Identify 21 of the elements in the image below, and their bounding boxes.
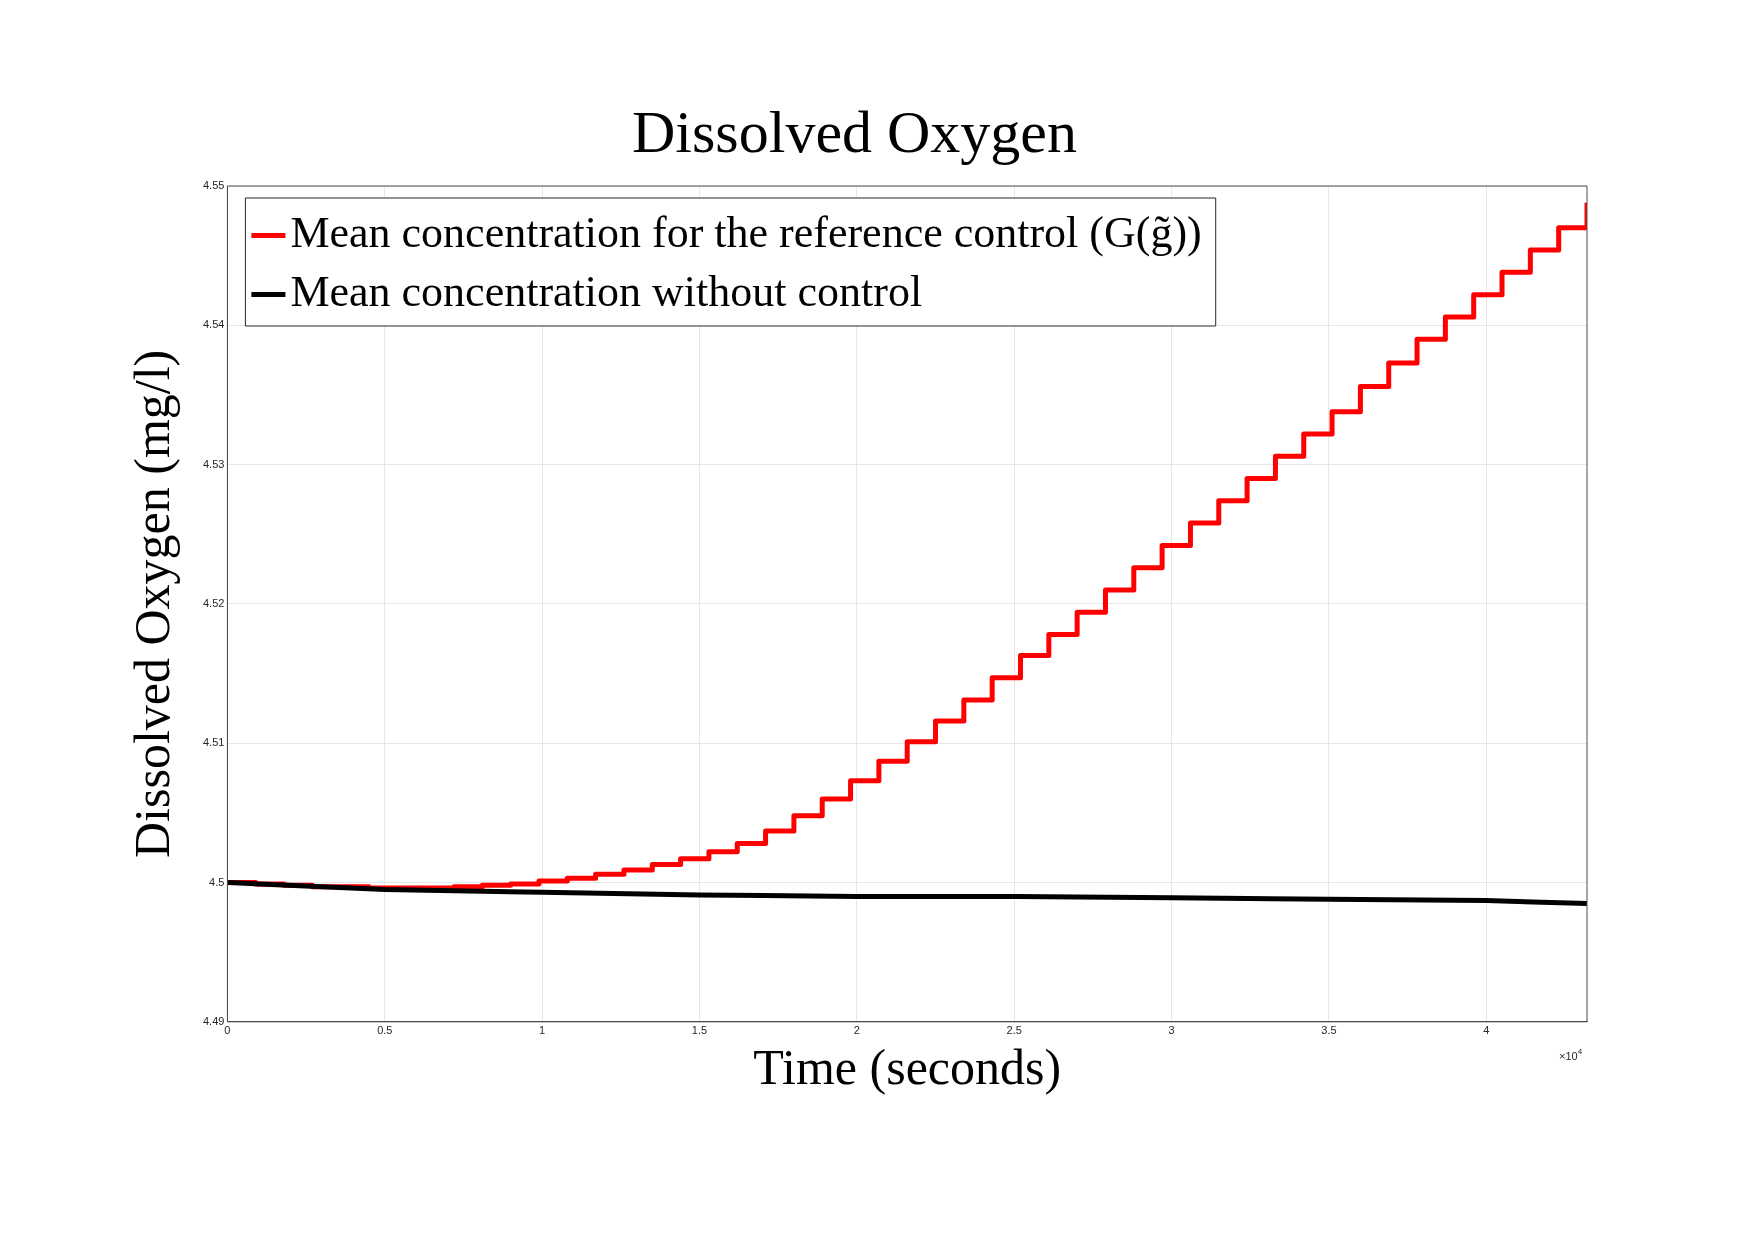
x-tick-label: 0.5 [377,1024,393,1037]
x-tick-label: 2.5 [1006,1024,1022,1037]
x-tick-label: 0 [224,1024,231,1037]
legend-label: Mean concentration for the reference control (G(g̃)) [290,208,1202,258]
y-tick-label: 4.51 [202,736,225,749]
x-tick-label: 4 [1483,1024,1490,1037]
x-tick-label: 3 [1168,1024,1175,1037]
y-tick-label: 4.5 [209,875,225,888]
x-axis-title: Time (seconds) [753,1039,1062,1096]
y-tick-label: 4.52 [202,596,225,609]
legend-label: Mean concentration without control [290,267,923,317]
chart-title: Dissolved Oxygen [632,98,1077,165]
y-tick-label: 4.54 [202,318,225,331]
y-axis-title: Dissolved Oxygen (mg/l) [124,349,181,859]
x-tick-label: 1 [539,1024,546,1037]
x-tick-label: 3.5 [1321,1024,1337,1037]
x-tick-label: 2 [853,1024,860,1037]
y-tick-label: 4.55 [202,179,225,192]
x-tick-label: 1.5 [691,1024,708,1037]
y-tick-label: 4.49 [202,1014,225,1027]
y-tick-label: 4.53 [202,457,225,470]
